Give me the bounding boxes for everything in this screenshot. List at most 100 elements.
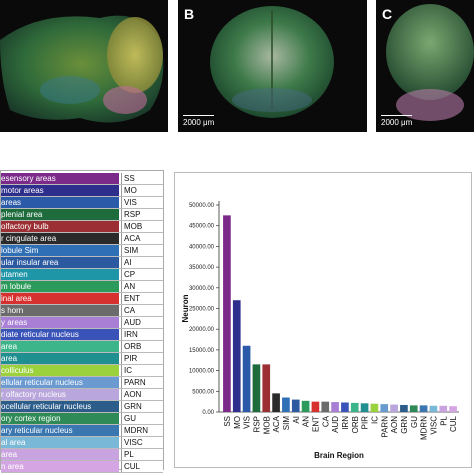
bar-aon xyxy=(390,404,398,412)
y-tick-label: 15000.00 xyxy=(189,348,215,354)
brain-sagittal-image xyxy=(0,0,168,132)
bar-orb xyxy=(350,402,359,412)
bar-rsp xyxy=(252,364,261,412)
legend-row: ular insular area AI xyxy=(1,257,163,269)
y-tick-label: 0.00 xyxy=(202,410,214,416)
legend-region-abbr: SIM xyxy=(121,245,163,256)
x-category-label: MOB xyxy=(262,416,271,434)
legend-region-name: motor areas xyxy=(1,185,119,196)
bar-sim xyxy=(282,397,290,412)
legend-region-name: y areas xyxy=(1,317,119,328)
legend-region-abbr: SS xyxy=(121,173,163,184)
bar-cul xyxy=(449,406,457,412)
x-category-label: PARN xyxy=(380,416,389,438)
legend-region-name: ory cortex region xyxy=(1,413,119,424)
y-tick-label: 35000.00 xyxy=(189,265,215,271)
bar-parn xyxy=(380,404,389,412)
x-category-label: AON xyxy=(390,416,399,434)
bar-visc xyxy=(429,405,438,412)
bar-ic xyxy=(370,403,379,412)
legend-region-name: esensory areas xyxy=(1,173,119,184)
bar-an xyxy=(301,400,310,412)
legend-row: inal area ENT xyxy=(1,293,163,305)
legend-region-name: areas xyxy=(1,197,119,208)
legend-region-abbr: VISC xyxy=(121,437,163,448)
legend-region-name: inal area xyxy=(1,293,119,304)
legend-row: utamen CP xyxy=(1,269,163,281)
legend-region-abbr: AON xyxy=(121,389,163,400)
x-category-label: CUL xyxy=(449,415,458,432)
legend-row: lobule Sim SIM xyxy=(1,245,163,257)
legend-region-abbr: PARN xyxy=(121,377,163,388)
legend-region-abbr: ORB xyxy=(121,341,163,352)
legend-row: esensory areas SS xyxy=(1,173,163,185)
legend-region-name: al area xyxy=(1,437,119,448)
legend-region-name: area xyxy=(1,341,119,352)
legend-region-abbr: ENT xyxy=(121,293,163,304)
y-tick-label: 45000.00 xyxy=(189,224,215,230)
legend-region-name: diate reticular nucleus xyxy=(1,329,119,340)
legend-region-abbr: VIS xyxy=(121,197,163,208)
legend-row: m lobule AN xyxy=(1,281,163,293)
legend-region-name: colliculus xyxy=(1,365,119,376)
legend-region-name: s horn xyxy=(1,305,119,316)
legend-region-name: area xyxy=(1,353,119,364)
panel-letter-b: B xyxy=(184,6,195,22)
x-category-label: MDRN xyxy=(420,416,429,440)
x-category-label: ORB xyxy=(351,416,360,433)
bar-ca xyxy=(321,401,330,412)
legend-region-abbr: RSP xyxy=(121,209,163,220)
x-category-label: SIM xyxy=(282,416,291,431)
legend-region-abbr: MDRN xyxy=(121,425,163,436)
legend-row: ary reticular nucleus MDRN xyxy=(1,425,163,437)
y-tick-label: 30000.00 xyxy=(189,286,215,292)
y-tick-label: 40000.00 xyxy=(189,244,215,250)
scale-bar-c: 2000 μm xyxy=(381,115,413,127)
y-tick-label: 5000.00 xyxy=(192,389,214,395)
x-category-label: CA xyxy=(321,415,330,427)
legend-region-name: plenial area xyxy=(1,209,119,220)
x-category-label: ACA xyxy=(272,415,281,432)
legend-region-abbr: CUL xyxy=(121,461,163,472)
legend-region-abbr: AI xyxy=(121,257,163,268)
bar-vis xyxy=(242,345,251,412)
legend-row: area ORB xyxy=(1,341,163,353)
brain-horizontal-image: C 2000 μm xyxy=(376,0,474,132)
bar-pl xyxy=(439,405,448,412)
bar-mo xyxy=(232,300,241,412)
brain-coronal-image: B 2000 μm xyxy=(178,0,367,132)
bar-mob xyxy=(262,364,271,412)
y-tick-label: 10000.00 xyxy=(189,369,215,375)
legend-region-name: lobule Sim xyxy=(1,245,119,256)
legend-row: ory cortex region GU xyxy=(1,413,163,425)
x-category-label: VISC xyxy=(429,416,438,435)
legend-region-name: ellular reticular nucleus xyxy=(1,377,119,388)
x-category-label: IRN xyxy=(341,416,350,430)
y-axis-title: Neuron xyxy=(181,294,190,322)
bar-irn xyxy=(341,402,349,412)
x-category-label: SS xyxy=(223,416,232,427)
bar-mdrn xyxy=(419,405,428,412)
brain-horizontal-drawing xyxy=(386,4,474,121)
x-category-label: MO xyxy=(233,416,242,429)
legend-region-abbr: AUD xyxy=(121,317,163,328)
neuron-count-chart: 0.00 5000.00 10000.00 15000.00 20000.00 25000… xyxy=(174,172,472,468)
legend-region-name: r olfactory nucleus xyxy=(1,389,119,400)
x-category-label: PIR xyxy=(361,416,370,430)
legend-region-abbr: ACA xyxy=(121,233,163,244)
legend-row: ellular reticular nucleus PARN xyxy=(1,377,163,389)
legend-region-name: r cingulate area xyxy=(1,233,119,244)
legend-region-name: area xyxy=(1,449,119,460)
legend-region-name: ary reticular nucleus xyxy=(1,425,119,436)
panel-letter-c: C xyxy=(382,6,393,22)
legend-region-name: olfactory bulb xyxy=(1,221,119,232)
bar-aca xyxy=(272,393,280,412)
legend-region-abbr: PL xyxy=(121,449,163,460)
legend-region-name: utamen xyxy=(1,269,119,280)
x-category-label: AUD xyxy=(331,416,340,433)
x-category-label: GRN xyxy=(400,416,409,434)
scale-bar-b: 2000 μm xyxy=(183,115,215,127)
legend-region-abbr: MO xyxy=(121,185,163,196)
x-category-label: AI xyxy=(292,416,301,424)
region-legend-table: esensory areas SS motor areas MO areas VIS ple… xyxy=(0,170,164,473)
